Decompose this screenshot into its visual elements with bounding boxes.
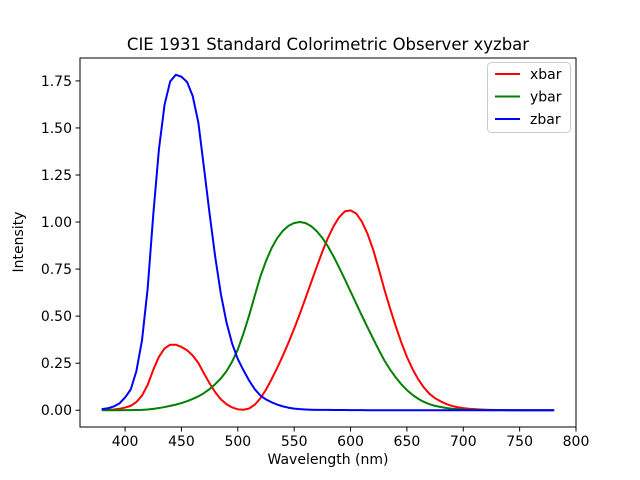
legend: xbar ybar zbar <box>487 62 571 133</box>
y-tick-label: 0.50 <box>41 309 72 325</box>
legend-frame <box>487 62 571 133</box>
x-axis-title: Wavelength (nm) <box>268 452 389 468</box>
legend-label-ybar: ybar <box>530 90 562 106</box>
x-axis-ticks: 400 450 500 550 600 650 700 750 800 <box>112 427 590 450</box>
y-tick-label: 1.00 <box>41 215 72 231</box>
axes-frame <box>79 57 577 428</box>
y-tick-label: 1.25 <box>41 168 72 184</box>
legend-entries: xbar ybar zbar <box>495 67 562 128</box>
x-tick-label: 450 <box>168 434 195 450</box>
y-tick-label: 1.50 <box>41 121 72 137</box>
curve-ybar <box>101 221 555 412</box>
y-tick-label: 0.75 <box>41 262 72 278</box>
y-tick-label: 0.25 <box>41 356 72 372</box>
x-tick-label: 650 <box>394 434 421 450</box>
x-tick-label: 550 <box>281 434 308 450</box>
curve-xbar <box>101 209 555 412</box>
y-tick-label: 1.75 <box>41 74 72 90</box>
y-axis-ticks: 0.00 0.25 0.50 0.75 1.00 1.25 1.50 1.75 <box>41 74 80 419</box>
y-tick-label: 0.00 <box>41 403 72 419</box>
y-axis-title: Intensity <box>11 212 27 273</box>
x-tick-label: 400 <box>112 434 139 450</box>
chart-title: CIE 1931 Standard Colorimetric Observer … <box>127 35 529 54</box>
x-tick-label: 800 <box>563 434 590 450</box>
x-tick-label: 700 <box>450 434 477 450</box>
x-tick-label: 750 <box>506 434 533 450</box>
x-tick-label: 500 <box>224 434 251 450</box>
x-tick-label: 600 <box>337 434 364 450</box>
curve-zbar <box>101 73 555 412</box>
legend-label-xbar: xbar <box>530 67 562 83</box>
curves-layer <box>101 73 555 412</box>
legend-label-zbar: zbar <box>530 112 561 128</box>
